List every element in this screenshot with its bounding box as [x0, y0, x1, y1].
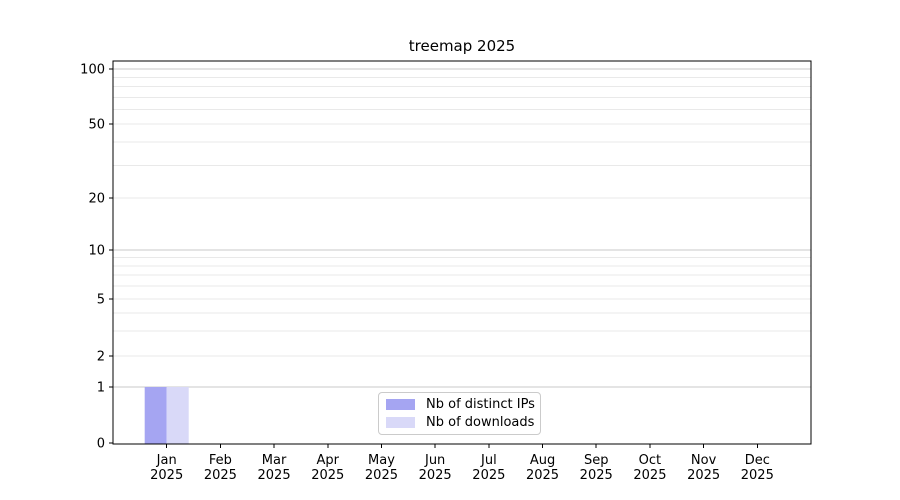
y-tick-label: 1 [97, 381, 105, 396]
x-tick-label-year: 2025 [687, 468, 720, 483]
bar-distinct-ips-jan [144, 387, 167, 444]
y-tick-label: 2 [97, 350, 105, 365]
x-tick-label-month: Sep [584, 453, 609, 468]
x-tick-label-year: 2025 [419, 468, 452, 483]
x-tick-label-year: 2025 [258, 468, 291, 483]
plot-border [112, 60, 812, 445]
chart-title: treemap 2025 [408, 37, 516, 55]
y-tick-label: 5 [97, 293, 105, 308]
x-tick-label-year: 2025 [633, 468, 666, 483]
legend-row-downloads: Nb of downloads [386, 414, 535, 431]
x-tick-label-year: 2025 [741, 468, 774, 483]
y-tick-label: 50 [88, 118, 105, 133]
x-tick-label-month: Jun [424, 453, 445, 468]
x-tick-label-month: Jul [480, 453, 497, 468]
x-tick-label-month: Jan [156, 453, 177, 468]
x-tick-label-month: Oct [639, 453, 661, 468]
x-tick-label-year: 2025 [526, 468, 559, 483]
x-tick-label-year: 2025 [365, 468, 398, 483]
x-tick-label-month: Aug [530, 453, 555, 468]
y-tick-label: 0 [97, 437, 105, 452]
legend-label-distinct-ips: Nb of distinct IPs [426, 397, 535, 412]
y-tick-label: 10 [88, 244, 105, 259]
x-tick-label-month: May [368, 453, 395, 468]
bar-downloads-jan [166, 387, 189, 444]
x-tick-label-year: 2025 [204, 468, 237, 483]
x-tick-label-year: 2025 [580, 468, 613, 483]
y-tick-label: 20 [88, 192, 105, 207]
x-tick-label-month: Dec [745, 453, 770, 468]
legend-row-distinct-ips: Nb of distinct IPs [386, 396, 535, 413]
x-tick-label-month: Apr [317, 453, 340, 468]
y-tick-label: 100 [80, 63, 105, 78]
legend: Nb of distinct IPs Nb of downloads [378, 392, 541, 435]
legend-label-downloads: Nb of downloads [426, 415, 535, 430]
x-tick-label-year: 2025 [311, 468, 344, 483]
legend-swatch-distinct-ips [386, 399, 415, 410]
x-tick-label-year: 2025 [472, 468, 505, 483]
x-tick-label-month: Mar [262, 453, 287, 468]
x-tick-label-month: Nov [691, 453, 717, 468]
legend-swatch-downloads [386, 417, 415, 428]
x-tick-label-month: Feb [209, 453, 232, 468]
x-tick-label-year: 2025 [150, 468, 183, 483]
